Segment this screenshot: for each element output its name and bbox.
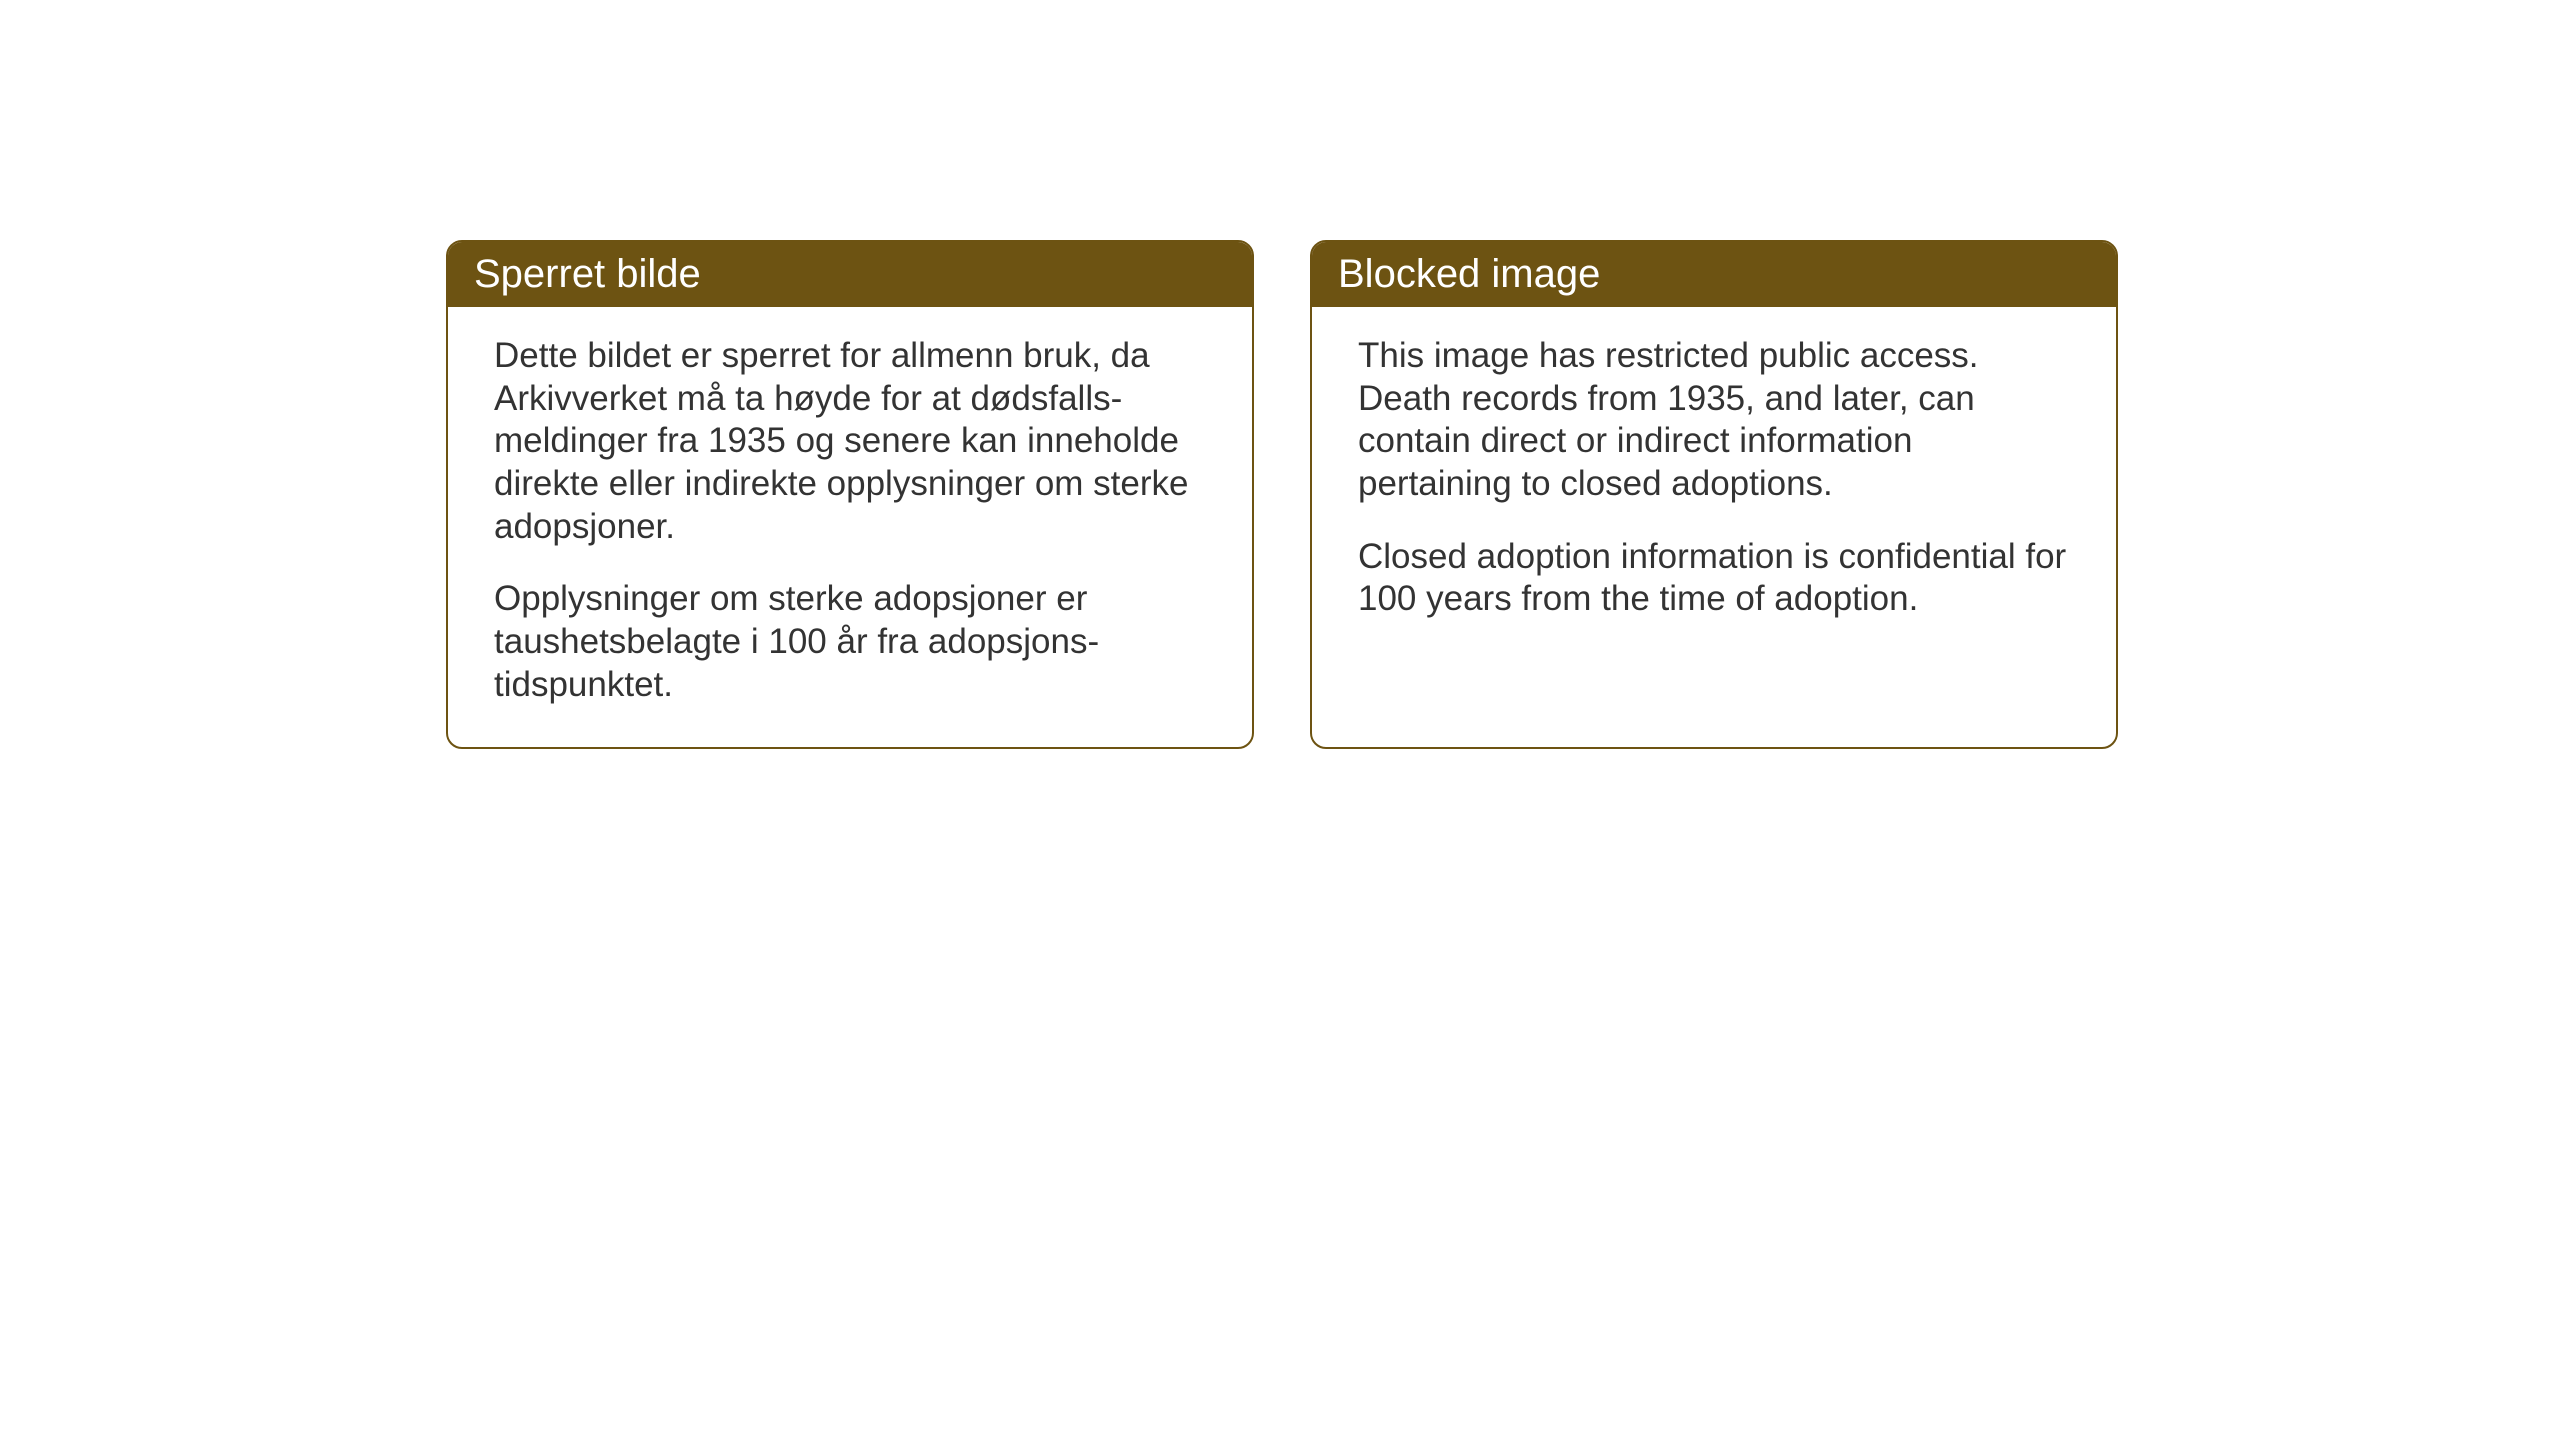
english-paragraph-2: Closed adoption information is confident… [1358, 536, 2070, 621]
norwegian-paragraph-2: Opplysninger om sterke adopsjoner er tau… [494, 578, 1206, 706]
english-paragraph-1: This image has restricted public access.… [1358, 335, 2070, 506]
norwegian-paragraph-1: Dette bildet er sperret for allmenn bruk… [494, 335, 1206, 548]
notice-container: Sperret bilde Dette bildet er sperret fo… [446, 240, 2118, 749]
english-card-body: This image has restricted public access.… [1312, 307, 2116, 661]
english-notice-card: Blocked image This image has restricted … [1310, 240, 2118, 749]
norwegian-notice-card: Sperret bilde Dette bildet er sperret fo… [446, 240, 1254, 749]
english-card-title: Blocked image [1312, 242, 2116, 307]
norwegian-card-title: Sperret bilde [448, 242, 1252, 307]
norwegian-card-body: Dette bildet er sperret for allmenn bruk… [448, 307, 1252, 747]
